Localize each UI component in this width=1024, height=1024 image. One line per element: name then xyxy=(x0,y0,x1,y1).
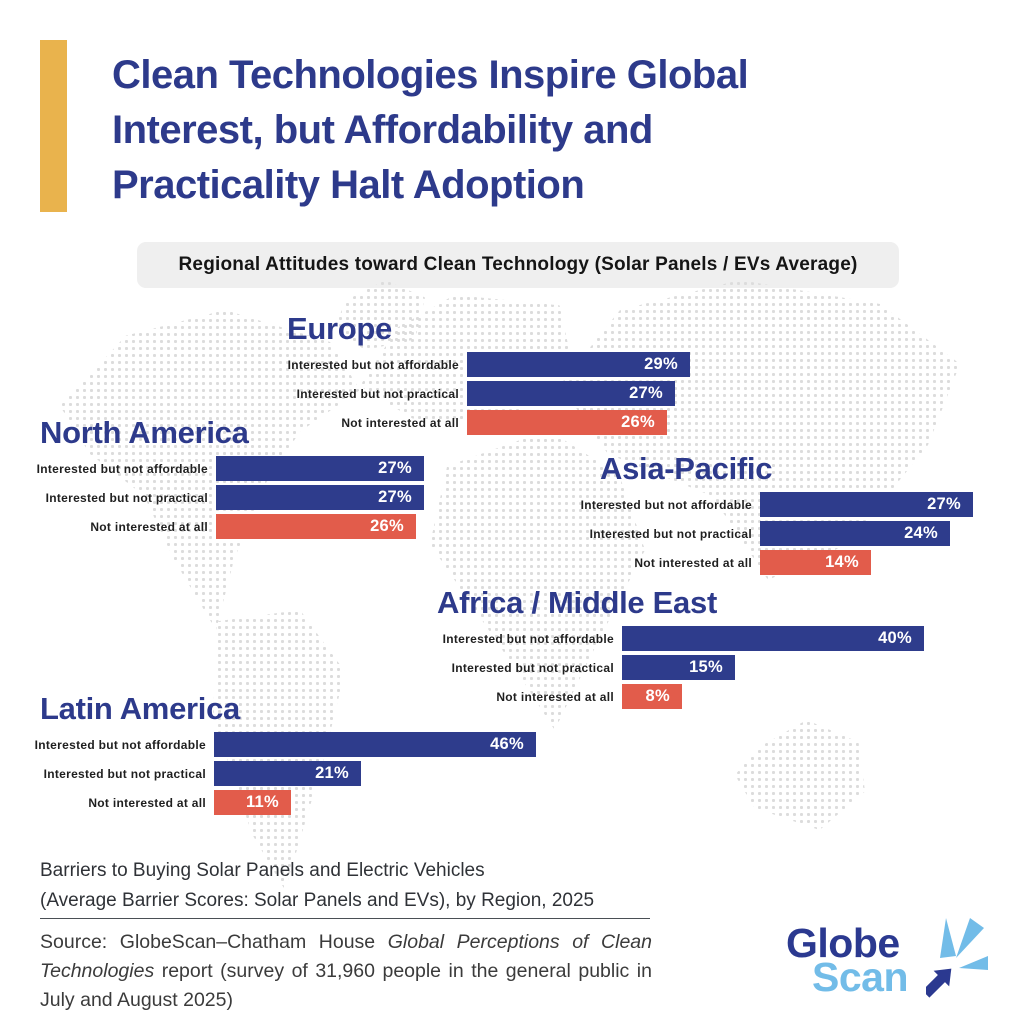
bar-value: 27% xyxy=(927,495,961,513)
bar-row: Interested but not affordable 46% xyxy=(21,732,536,757)
bar-europe-not-practical: 27% xyxy=(467,381,675,406)
bar-row: Not interested at all 11% xyxy=(21,790,536,815)
bar-africa-not-interested: 8% xyxy=(622,684,682,709)
bar-label: Not interested at all xyxy=(341,415,459,430)
bar-row: Not interested at all 26% xyxy=(23,514,424,539)
logo-word-globe: Globe xyxy=(786,920,900,966)
bar-value: 27% xyxy=(629,384,663,402)
bar-row: Interested but not affordable 27% xyxy=(502,492,973,517)
bar-value: 14% xyxy=(825,553,859,571)
bar-north-america-not-practical: 27% xyxy=(216,485,424,510)
region-title-europe: Europe xyxy=(287,311,392,346)
bar-value: 40% xyxy=(878,629,912,647)
region-title-north-america: North America xyxy=(40,415,249,450)
bar-row: Not interested at all 8% xyxy=(364,684,924,709)
caption-line-1: Barriers to Buying Solar Panels and Elec… xyxy=(40,860,485,881)
region-title-africa-middle-east: Africa / Middle East xyxy=(437,585,717,620)
page-title-line-1: Clean Technologies Inspire Global xyxy=(112,53,749,97)
caption-line-2: (Average Barrier Scores: Solar Panels an… xyxy=(40,890,595,911)
bar-label: Interested but not affordable xyxy=(34,737,206,752)
bar-label: Not interested at all xyxy=(90,519,208,534)
globescan-logo: Globe Scan xyxy=(780,915,1000,1010)
bar-value: 26% xyxy=(370,517,404,535)
bar-europe-not-interested: 26% xyxy=(467,410,667,435)
bar-row: Not interested at all 26% xyxy=(209,410,690,435)
title-accent-bar xyxy=(40,40,67,212)
bar-label: Interested but not practical xyxy=(451,660,614,675)
bar-value: 24% xyxy=(904,524,938,542)
bar-row: Interested but not practical 27% xyxy=(209,381,690,406)
chart-asia-pacific: Asia-Pacific Interested but not affordab… xyxy=(502,452,973,579)
page-title: Clean Technologies Inspire Global Intere… xyxy=(112,48,912,213)
bar-label: Not interested at all xyxy=(634,555,752,570)
bar-label: Interested but not practical xyxy=(45,490,208,505)
bar-africa-not-practical: 15% xyxy=(622,655,735,680)
bar-label: Interested but not practical xyxy=(296,386,459,401)
bar-latin-america-not-interested: 11% xyxy=(214,790,291,815)
bar-latin-america-not-practical: 21% xyxy=(214,761,361,786)
bar-label: Not interested at all xyxy=(496,689,614,704)
bar-value: 26% xyxy=(621,413,655,431)
chart-europe: Europe Interested but not affordable 29%… xyxy=(209,312,690,439)
page-title-line-2: Interest, but Affordability and xyxy=(112,108,653,152)
bar-north-america-not-interested: 26% xyxy=(216,514,416,539)
bar-label: Interested but not affordable xyxy=(442,631,614,646)
bar-value: 27% xyxy=(378,488,412,506)
bar-value: 46% xyxy=(490,735,524,753)
globescan-burst-icon xyxy=(926,918,988,998)
bar-label: Interested but not practical xyxy=(589,526,752,541)
bar-row: Interested but not affordable 29% xyxy=(209,352,690,377)
bar-europe-not-affordable: 29% xyxy=(467,352,690,377)
bar-value: 11% xyxy=(245,793,279,811)
bar-value: 21% xyxy=(315,764,349,782)
bar-row: Interested but not affordable 40% xyxy=(364,626,924,651)
source-report-title: Global Perceptions of Clean Technologies xyxy=(40,931,652,982)
logo-word-scan: Scan xyxy=(812,954,909,1000)
bar-north-america-not-affordable: 27% xyxy=(216,456,424,481)
bar-row: Interested but not practical 15% xyxy=(364,655,924,680)
bar-asia-pacific-not-affordable: 27% xyxy=(760,492,973,517)
footer-divider xyxy=(40,918,650,919)
bar-label: Interested but not practical xyxy=(43,766,206,781)
bar-row: Interested but not affordable 27% xyxy=(23,456,424,481)
chart-africa-middle-east: Africa / Middle East Interested but not … xyxy=(364,586,924,713)
source-suffix: report (survey of 31,960 people in the g… xyxy=(40,960,652,1011)
map-australia xyxy=(735,720,865,830)
bar-asia-pacific-not-practical: 24% xyxy=(760,521,950,546)
chart-latin-america: Latin America Interested but not afforda… xyxy=(21,692,536,819)
source-prefix: Source: GlobeScan–Chatham House xyxy=(40,931,388,953)
chart-north-america: North America Interested but not afforda… xyxy=(23,416,424,543)
source-note: Source: GlobeScan–Chatham House Global P… xyxy=(40,928,652,1015)
bar-row: Not interested at all 14% xyxy=(502,550,973,575)
chart-subtitle: Regional Attitudes toward Clean Technolo… xyxy=(137,242,899,288)
chart-caption: Barriers to Buying Solar Panels and Elec… xyxy=(40,856,660,916)
bar-row: Interested but not practical 27% xyxy=(23,485,424,510)
bar-value: 8% xyxy=(645,687,670,705)
bar-value: 15% xyxy=(689,658,723,676)
bar-value: 29% xyxy=(644,355,678,373)
bar-africa-not-affordable: 40% xyxy=(622,626,924,651)
bar-label: Interested but not affordable xyxy=(36,461,208,476)
bar-label: Interested but not affordable xyxy=(287,357,459,372)
bar-value: 27% xyxy=(378,459,412,477)
bar-asia-pacific-not-interested: 14% xyxy=(760,550,871,575)
bar-latin-america-not-affordable: 46% xyxy=(214,732,536,757)
bar-row: Interested but not practical 24% xyxy=(502,521,973,546)
region-title-latin-america: Latin America xyxy=(40,691,240,726)
bar-label: Not interested at all xyxy=(88,795,206,810)
bar-row: Interested but not practical 21% xyxy=(21,761,536,786)
page-title-line-3: Practicality Halt Adoption xyxy=(112,163,585,207)
bar-label: Interested but not affordable xyxy=(580,497,752,512)
region-title-asia-pacific: Asia-Pacific xyxy=(600,451,773,486)
